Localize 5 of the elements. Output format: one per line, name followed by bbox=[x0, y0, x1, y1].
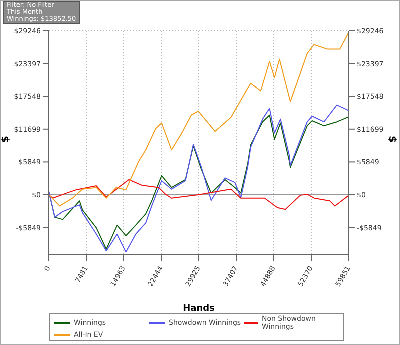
line-series bbox=[49, 32, 349, 207]
line-series bbox=[49, 179, 349, 210]
x-axis-title: Hands bbox=[183, 304, 215, 314]
y-axis-title: $ bbox=[0, 136, 12, 143]
y2-axis-title: $ bbox=[386, 136, 398, 144]
